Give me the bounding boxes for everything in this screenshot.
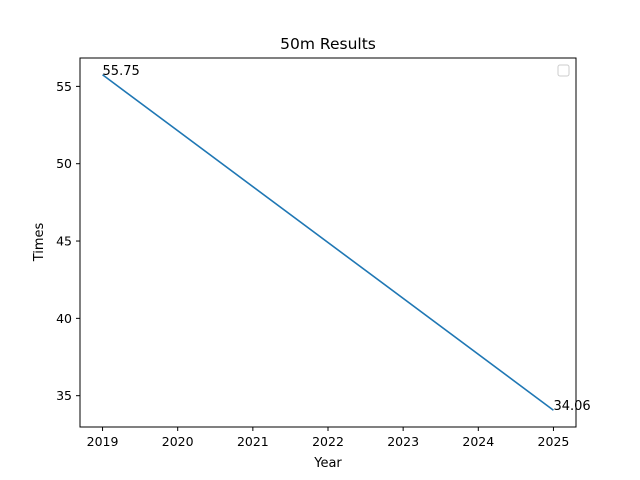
y-axis-ticks: 35 40 45 50 55 xyxy=(56,79,80,403)
plot-frame xyxy=(79,57,577,428)
x-axis-ticks: 2019 2020 2021 2022 2023 2024 2025 xyxy=(87,427,570,449)
x-tick-label: 2023 xyxy=(387,434,419,449)
series-layer xyxy=(102,74,554,411)
legend-box xyxy=(557,64,570,77)
x-axis-label: Year xyxy=(313,456,342,471)
y-axis-label: Times xyxy=(32,222,47,262)
series-line xyxy=(102,74,554,411)
data-label: 55.75 xyxy=(103,64,140,79)
y-tick-label: 50 xyxy=(56,156,72,171)
data-labels: 55.75 34.06 xyxy=(103,64,591,414)
x-tick-label: 2022 xyxy=(312,434,344,449)
y-tick-label: 40 xyxy=(56,311,72,326)
y-tick-label: 55 xyxy=(56,79,72,94)
x-tick-label: 2021 xyxy=(237,434,269,449)
data-label: 34.06 xyxy=(553,399,590,414)
y-tick-label: 35 xyxy=(56,388,72,403)
x-tick-label: 2019 xyxy=(87,434,119,449)
x-tick-label: 2025 xyxy=(538,434,570,449)
x-tick-label: 2020 xyxy=(162,434,194,449)
y-tick-label: 45 xyxy=(56,234,72,249)
x-tick-label: 2024 xyxy=(462,434,494,449)
chart-title: 50m Results xyxy=(280,35,376,53)
